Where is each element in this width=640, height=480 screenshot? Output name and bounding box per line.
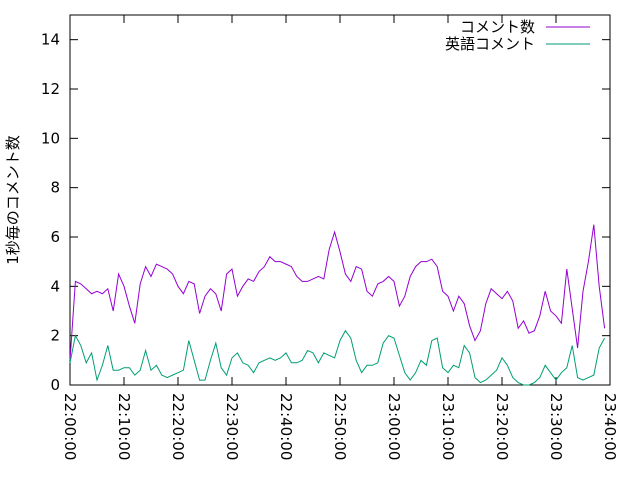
- x-tick-label: 23:10:00: [439, 393, 457, 460]
- x-tick-label: 22:30:00: [223, 393, 241, 460]
- y-axis-label: 1秒毎のコメント数: [4, 135, 22, 265]
- legend-label: 英語コメント: [445, 35, 535, 53]
- legend-label: コメント数: [460, 18, 535, 36]
- y-tick-label: 10: [41, 129, 60, 147]
- y-tick-label: 8: [50, 179, 60, 197]
- x-tick-label: 23:20:00: [493, 393, 511, 460]
- y-tick-label: 12: [41, 80, 60, 98]
- x-tick-label: 22:10:00: [115, 393, 133, 460]
- y-tick-label: 4: [50, 277, 60, 295]
- x-tick-label: 23:30:00: [547, 393, 565, 460]
- x-tick-label: 23:00:00: [385, 393, 403, 460]
- x-tick-label: 22:40:00: [277, 393, 295, 460]
- y-tick-label: 0: [50, 376, 60, 394]
- x-tick-label: 22:20:00: [169, 393, 187, 460]
- x-tick-label: 22:00:00: [61, 393, 79, 460]
- plot-border: [69, 14, 611, 386]
- y-tick-label: 2: [50, 327, 60, 345]
- series-line: [69, 224, 606, 361]
- series-line: [69, 329, 606, 386]
- y-tick-label: 6: [50, 228, 60, 246]
- x-tick-label: 22:50:00: [331, 393, 349, 460]
- y-tick-label: 14: [41, 31, 60, 49]
- x-tick-label: 23:40:00: [601, 393, 619, 460]
